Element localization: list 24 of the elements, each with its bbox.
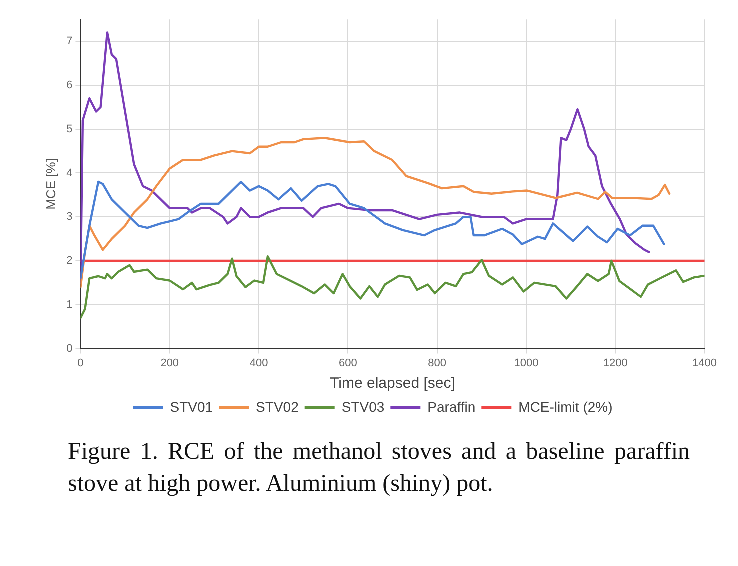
y-tick-label: 4 — [66, 167, 73, 180]
legend-label: STV02 — [256, 398, 300, 415]
y-tick-label: 0 — [66, 342, 73, 355]
y-tick-label: 7 — [66, 36, 73, 48]
x-tick-label: 1200 — [603, 357, 628, 370]
x-tick-label: 800 — [428, 357, 446, 370]
x-tick-label: 0 — [78, 357, 84, 370]
x-tick-label: 1000 — [514, 357, 539, 370]
x-tick-label: 600 — [338, 357, 358, 370]
legend-label: MCE-limit (2%) — [518, 398, 613, 415]
legend-label: STV01 — [170, 398, 214, 415]
x-tick-label: 200 — [160, 357, 180, 370]
y-tick-label: 1 — [66, 298, 73, 311]
x-axis-title: Time elapsed [sec] — [330, 375, 456, 392]
x-tick-label: 1400 — [692, 357, 718, 370]
y-axis-title: MCE [%] — [43, 158, 58, 210]
y-tick-label: 5 — [66, 123, 73, 136]
legend-label: STV03 — [342, 398, 385, 415]
legend-label: Paraffin — [428, 398, 476, 415]
caption: Figure 1. RCE of the methanol stoves and a baseline paraffin stove at high power. Aluminium (shiny) pot. — [68, 438, 690, 499]
y-tick-label: 3 — [66, 211, 73, 224]
y-tick-label: 6 — [66, 79, 73, 92]
x-tick-label: 400 — [250, 357, 268, 370]
y-tick-label: 2 — [66, 255, 73, 268]
